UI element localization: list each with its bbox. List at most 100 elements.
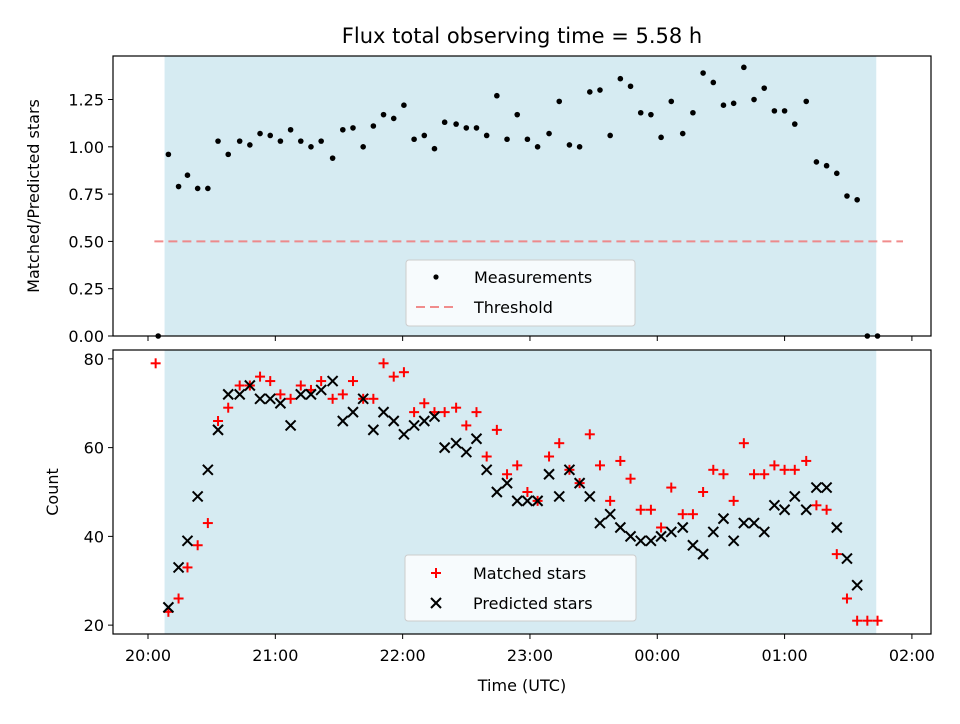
predicted-star-marker xyxy=(665,526,677,538)
predicted-star-marker xyxy=(697,548,709,560)
measurement-point xyxy=(277,138,284,144)
predicted-star-marker xyxy=(284,419,297,432)
measurement-point xyxy=(668,98,675,105)
measurement-point xyxy=(833,170,840,177)
predicted-star-marker xyxy=(162,601,175,614)
predicted-star-marker xyxy=(655,530,667,543)
predicted-star-marker xyxy=(337,415,349,427)
y-tick-label: 80 xyxy=(84,350,104,369)
measurement-point xyxy=(813,159,820,165)
predicted-star-marker xyxy=(480,464,493,476)
measurement-point xyxy=(225,151,232,158)
measurement-point xyxy=(771,108,778,114)
ratio-y-ticks: 0.00 0.25 0.50 0.75 1.00 1.25 xyxy=(68,91,113,346)
measurement-point xyxy=(556,98,563,105)
measurement-point xyxy=(287,126,294,133)
predicted-star-marker xyxy=(521,495,534,507)
y-tick-label: 40 xyxy=(84,527,104,546)
measurement-point xyxy=(597,87,603,93)
predicted-star-marker xyxy=(748,517,760,529)
predicted-star-marker xyxy=(635,535,647,547)
count-y-axis-label: Count xyxy=(43,468,62,516)
predicted-star-marker xyxy=(768,499,781,512)
measurement-point xyxy=(607,132,613,139)
measurement-point xyxy=(823,162,830,169)
measurement-point xyxy=(194,185,201,192)
predicted-star-marker xyxy=(254,393,266,405)
measurement-point xyxy=(165,151,172,158)
y-tick-label: 1.00 xyxy=(68,138,104,157)
predicted-star-marker xyxy=(181,535,194,547)
x-tick-label: 02:00 xyxy=(889,646,935,665)
measurement-point xyxy=(247,142,253,148)
measurement-point xyxy=(700,70,706,76)
measurement-point xyxy=(390,115,397,122)
chart-title: Flux total observing time = 5.58 h xyxy=(342,24,702,48)
measurement-point xyxy=(483,132,490,139)
predicted-star-marker xyxy=(418,415,430,427)
measurement-point xyxy=(380,111,387,118)
predicted-star-marker xyxy=(367,424,380,436)
predicted-star-marker xyxy=(191,490,204,503)
measurement-point xyxy=(566,142,573,148)
x-tick-label: 00:00 xyxy=(634,646,680,665)
predicted-star-marker xyxy=(233,388,246,401)
measurement-point xyxy=(658,134,664,141)
measurement-point xyxy=(421,132,428,139)
measurement-point xyxy=(854,196,860,203)
y-tick-label: 0.25 xyxy=(68,280,104,299)
predicted-star-marker xyxy=(357,393,369,405)
predicted-star-marker xyxy=(573,477,586,489)
measurement-point xyxy=(494,92,500,99)
measurement-point xyxy=(627,83,634,90)
predicted-star-marker xyxy=(820,481,833,494)
measurement-point xyxy=(679,130,686,137)
ratio-legend: Measurements Threshold xyxy=(405,259,636,327)
measurement-point xyxy=(401,102,407,108)
y-tick-label: 0.00 xyxy=(68,327,104,346)
predicted-star-marker xyxy=(841,552,853,565)
y-tick-label: 20 xyxy=(84,616,104,635)
predicted-star-marker xyxy=(172,561,185,574)
predicted-star-marker xyxy=(645,535,657,547)
predicted-star-marker xyxy=(677,521,689,534)
x-tick-label: 22:00 xyxy=(380,646,426,665)
x-tick-label: 21:00 xyxy=(252,646,298,665)
count-y-ticks: 20 40 60 80 xyxy=(84,350,113,635)
predicted-star-marker xyxy=(543,468,555,480)
predicted-star-marker xyxy=(778,504,791,516)
measurement-point xyxy=(360,144,366,150)
measurement-point xyxy=(205,185,211,192)
measurement-point xyxy=(267,132,274,139)
measurement-point xyxy=(215,138,221,144)
measurement-point xyxy=(586,89,593,95)
measurement-point xyxy=(690,109,696,116)
measurement-point xyxy=(791,121,798,127)
predicted-star-marker xyxy=(851,579,863,591)
measurement-point xyxy=(308,144,314,150)
predicted-star-marker xyxy=(727,535,740,547)
measurement-point xyxy=(453,121,459,127)
count-legend-box xyxy=(404,554,637,622)
ratio-panel: 0.00 0.25 0.50 0.75 1.00 1.25 Matched/Predict… xyxy=(24,55,932,346)
measurement-point xyxy=(504,136,510,143)
legend-matched-marker xyxy=(431,568,441,578)
measurement-point xyxy=(637,109,644,116)
legend-matched-label: Matched stars xyxy=(473,564,586,583)
predicted-star-marker xyxy=(501,477,513,489)
predicted-star-marker xyxy=(614,521,627,534)
measurement-point xyxy=(184,172,191,178)
measurement-point xyxy=(340,126,346,133)
predicted-star-marker xyxy=(594,517,606,529)
predicted-stars-points xyxy=(162,375,863,614)
measurement-point xyxy=(751,96,757,103)
legend-measurements-marker xyxy=(433,274,439,280)
predicted-star-marker xyxy=(274,397,287,409)
x-tick-label: 23:00 xyxy=(507,646,553,665)
measurement-point xyxy=(411,136,417,143)
measurement-point xyxy=(431,145,438,152)
predicted-star-marker xyxy=(244,379,256,392)
predicted-star-marker xyxy=(347,406,359,418)
x-axis-label: Time (UTC) xyxy=(477,676,566,695)
